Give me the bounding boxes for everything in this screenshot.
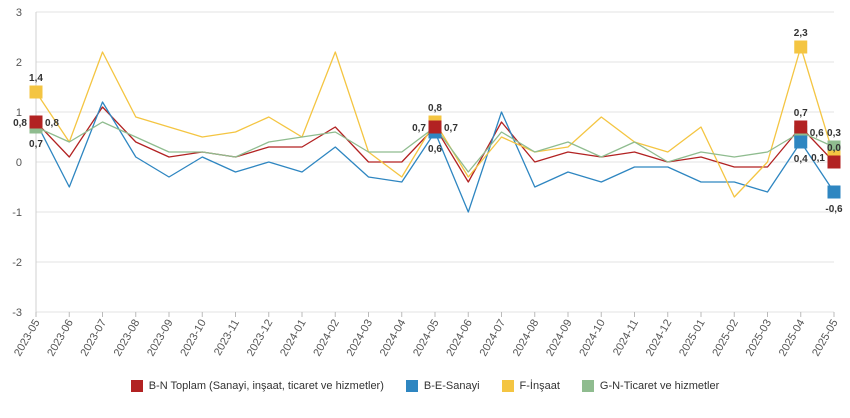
data-label: 0,6 xyxy=(810,128,824,139)
legend-swatch xyxy=(130,380,143,392)
data-label: 0,6 xyxy=(428,144,442,155)
x-tick-label: 2024-05 xyxy=(411,318,442,359)
x-tick-label: 2023-09 xyxy=(145,318,176,359)
data-label: 2,3 xyxy=(794,28,808,39)
x-tick-label: 2023-10 xyxy=(178,318,209,359)
x-tick-label: 2025-03 xyxy=(744,318,775,359)
data-marker xyxy=(827,185,841,199)
y-tick-label: -3 xyxy=(12,307,22,319)
x-tick-label: 2024-04 xyxy=(378,318,409,359)
data-label: 0,7 xyxy=(29,139,43,150)
data-marker xyxy=(29,85,43,99)
x-tick-label: 2025-05 xyxy=(810,318,841,359)
legend-item-g-n-ticaret[interactable]: G-N-Ticaret ve hizmetler xyxy=(581,380,720,392)
x-tick-label: 2023-05 xyxy=(12,318,43,359)
x-tick-label: 2024-06 xyxy=(444,318,475,359)
series-markers xyxy=(29,40,841,199)
data-label: 0,7 xyxy=(412,123,426,134)
data-label: -0,6 xyxy=(825,204,843,215)
legend-item-f-insaat[interactable]: F-İnşaat xyxy=(501,380,560,392)
data-label: 0,1 xyxy=(811,153,825,164)
data-marker xyxy=(827,155,841,169)
legend-label: B-E-Sanayi xyxy=(423,380,480,392)
y-tick-label: 0 xyxy=(16,157,22,169)
data-marker xyxy=(29,115,43,129)
data-labels: 1,40,8 0,80,70,80,7 0,70,62,30,70,60,40,30… xyxy=(13,28,843,215)
x-tick-label: 2023-08 xyxy=(112,318,143,359)
legend-swatch xyxy=(581,380,594,392)
x-tick-label: 2024-11 xyxy=(611,318,641,358)
x-tick-label: 2023-12 xyxy=(245,318,276,359)
data-label: 0,8 xyxy=(45,118,59,129)
x-tick-label: 2024-03 xyxy=(345,318,376,359)
x-tick-label: 2025-04 xyxy=(777,318,808,359)
x-tick-label: 2023-11 xyxy=(212,318,242,358)
data-marker xyxy=(428,120,442,134)
data-marker xyxy=(794,40,808,54)
x-tick-label: 2024-12 xyxy=(644,318,675,359)
data-label: 0,4 xyxy=(794,154,808,165)
data-marker xyxy=(827,140,841,154)
data-label: 0,3 xyxy=(827,128,841,139)
x-axis: 2023-05 2023-06 2023-07 2023-08 2023-09 2023-… xyxy=(12,312,841,358)
x-tick-label: 2025-01 xyxy=(677,318,708,359)
data-label: 0,8 xyxy=(428,103,442,114)
y-axis: -3 -2 -1 0 1 2 3 xyxy=(12,7,37,319)
x-tick-label: 2023-06 xyxy=(45,318,76,359)
legend-label: B-N Toplam (Sanayi, inşaat, ticaret ve h… xyxy=(148,380,384,392)
data-label: 0,8 xyxy=(13,118,27,129)
x-tick-label: 2024-02 xyxy=(311,318,342,359)
data-marker xyxy=(794,135,808,149)
data-marker xyxy=(794,120,808,134)
data-label: 1,4 xyxy=(29,73,43,84)
chart-legend: B-N Toplam (Sanayi, inşaat, ticaret ve h… xyxy=(0,376,850,396)
legend-label: G-N-Ticaret ve hizmetler xyxy=(599,380,720,392)
x-tick-label: 2023-07 xyxy=(79,318,110,359)
x-tick-label: 2024-09 xyxy=(544,318,575,359)
x-tick-label: 2025-02 xyxy=(710,318,741,359)
x-tick-label: 2024-07 xyxy=(478,318,509,359)
legend-item-b-n-toplam[interactable]: B-N Toplam (Sanayi, inşaat, ticaret ve h… xyxy=(130,380,384,392)
x-tick-label: 2024-10 xyxy=(577,318,608,359)
gridlines xyxy=(36,11,834,313)
y-tick-label: -2 xyxy=(12,257,22,269)
x-tick-label: 2024-01 xyxy=(278,318,309,359)
legend-item-b-e-sanayi[interactable]: B-E-Sanayi xyxy=(405,380,480,392)
legend-label: F-İnşaat xyxy=(519,380,560,392)
data-label: 0,7 xyxy=(794,108,808,119)
y-tick-label: 3 xyxy=(16,7,22,19)
y-tick-label: -1 xyxy=(12,207,22,219)
data-label: 0,7 xyxy=(444,123,458,134)
x-tick-label: 2024-08 xyxy=(511,318,542,359)
data-label: 0,0 xyxy=(827,143,841,154)
legend-swatch xyxy=(501,380,514,392)
y-tick-label: 2 xyxy=(16,57,22,69)
legend-swatch xyxy=(405,380,418,392)
y-tick-label: 1 xyxy=(16,107,22,119)
